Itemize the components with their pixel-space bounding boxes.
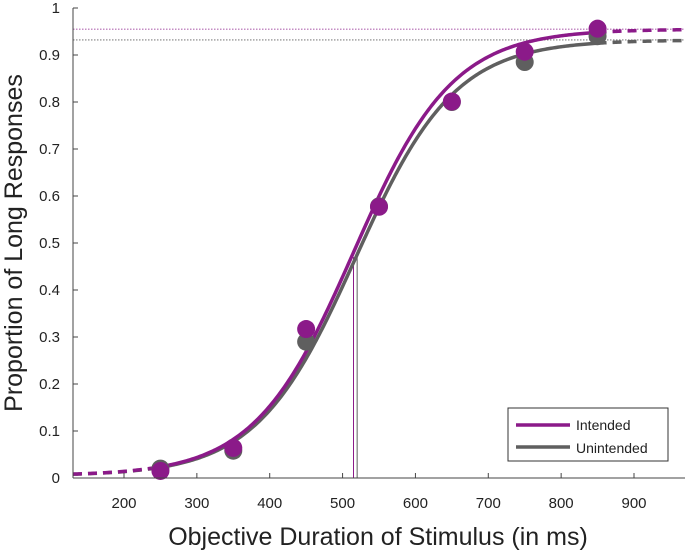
x-axis-title: Objective Duration of Stimulus (in ms) xyxy=(168,523,588,551)
reference-lines xyxy=(73,28,685,478)
fit-unintended-extrapolated-left xyxy=(72,465,161,476)
x-tick-label-500: 500 xyxy=(330,495,355,512)
point-intended-550 xyxy=(370,197,388,216)
x-tick-label-900: 900 xyxy=(621,495,646,512)
legend: Intended Unintended xyxy=(507,407,669,462)
legend-label-unintended: Unintended xyxy=(576,440,648,456)
x-tick-label-300: 300 xyxy=(184,495,209,512)
y-tick-label-8: 0.8 xyxy=(39,94,60,111)
point-unintended-450 xyxy=(297,332,316,351)
y-tick-label-5: 0.5 xyxy=(39,235,60,252)
fit-unintended-extrapolated-right xyxy=(597,38,685,45)
fit-unintended-curve xyxy=(160,41,598,470)
point-intended-750 xyxy=(515,42,534,61)
point-intended-450 xyxy=(297,320,316,339)
legend-label-intended: Intended xyxy=(576,417,631,433)
x-tick-label-800: 800 xyxy=(549,495,574,512)
x-tick-label-600: 600 xyxy=(403,495,428,512)
y-ticks: 0 0.1 0.2 0.3 0.4 0.5 0.6 0.7 0.8 0.9 1 xyxy=(39,0,78,487)
y-axis-title: Proportion of Long Responses xyxy=(0,74,28,412)
fit-intended-extrapolated-right xyxy=(597,27,685,35)
y-tick-label-10: 1 xyxy=(52,0,60,17)
point-intended-650 xyxy=(442,92,461,111)
x-tick-label-200: 200 xyxy=(111,495,136,512)
y-tick-label-3: 0.3 xyxy=(39,329,60,346)
point-intended-850 xyxy=(588,19,607,38)
x-tick-label-400: 400 xyxy=(257,495,282,512)
fit-intended-extrapolated-left xyxy=(72,465,161,476)
data-points xyxy=(151,19,607,480)
y-tick-label-4: 0.4 xyxy=(39,282,60,299)
y-tick-label-1: 0.1 xyxy=(39,423,60,440)
y-tick-label-0: 0 xyxy=(52,470,60,487)
x-tick-label-700: 700 xyxy=(476,495,501,512)
legend-box xyxy=(507,407,669,462)
y-tick-label-7: 0.7 xyxy=(39,141,60,158)
point-intended-350 xyxy=(224,438,243,457)
y-tick-label-2: 0.2 xyxy=(39,376,60,393)
y-tick-label-6: 0.6 xyxy=(39,188,60,205)
x-ticks: 200 300 400 500 600 700 800 900 xyxy=(111,473,647,512)
fit-intended-curve xyxy=(160,30,598,469)
point-intended-250 xyxy=(151,461,170,480)
y-tick-label-9: 0.9 xyxy=(39,47,60,64)
